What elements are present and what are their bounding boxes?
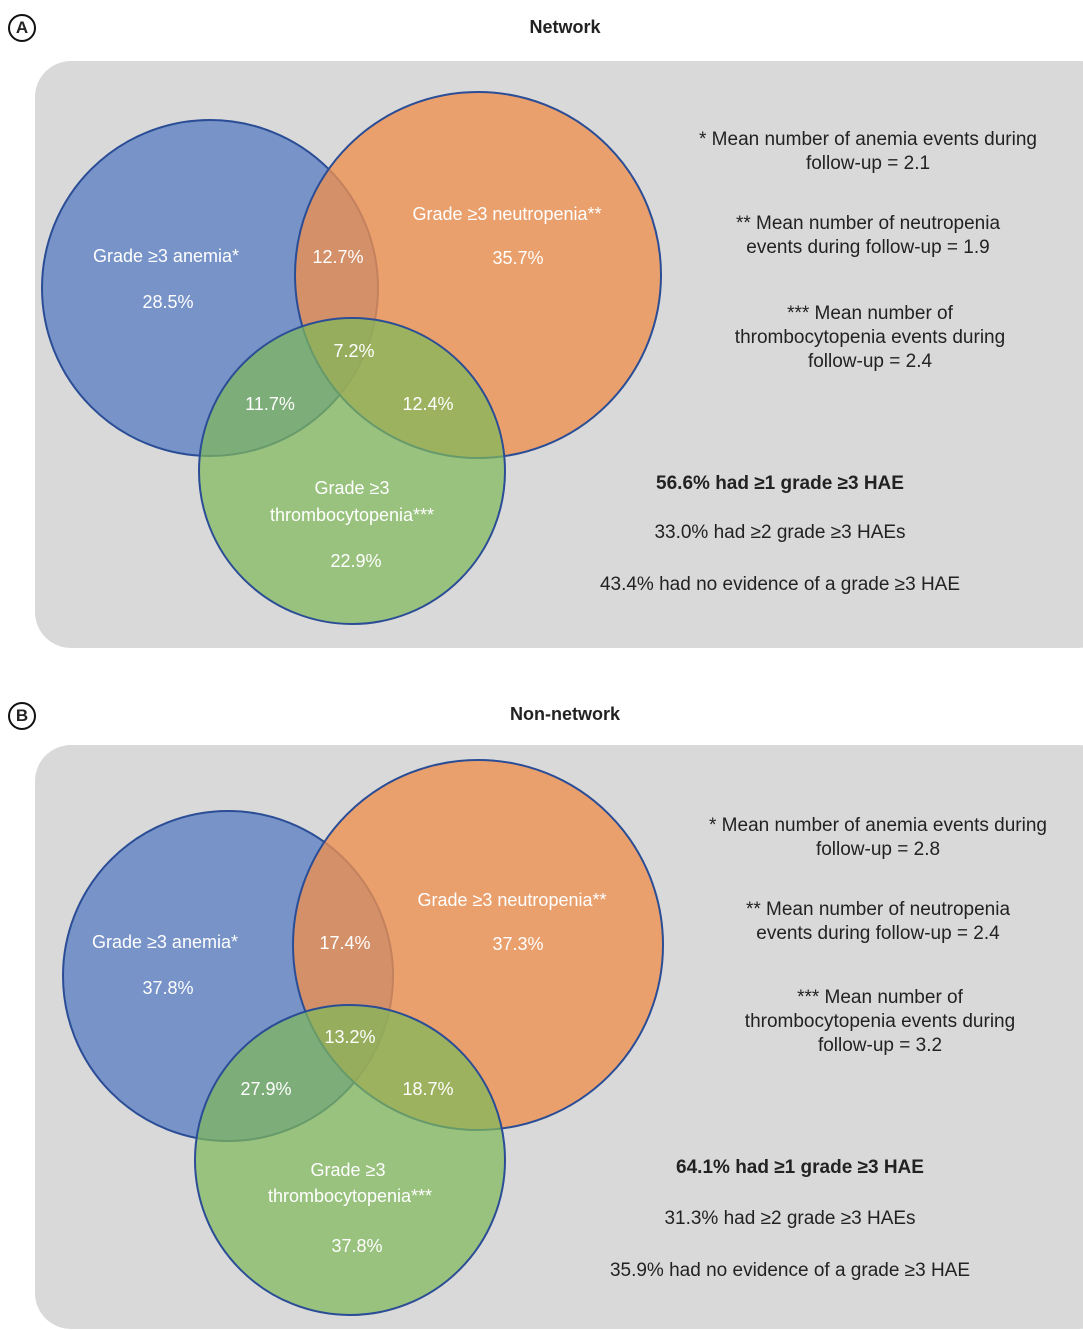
all-three-value: 13.2% (324, 1027, 375, 1047)
neutropenia-thrombo-value: 18.7% (402, 1079, 453, 1099)
summary-at-least-one: 64.1% had ≥1 grade ≥3 HAE (676, 1157, 924, 1178)
anemia-events-note: * Mean number of anemia events during fo… (709, 815, 1047, 860)
anemia-thrombo-value: 11.7% (245, 394, 295, 414)
thrombo-only-value: 37.8% (331, 1236, 382, 1256)
neutropenia-label: Grade ≥3 neutropenia** (412, 204, 601, 224)
thrombocytopenia-events-note: *** Mean number of thrombocytopenia even… (734, 303, 1006, 372)
summary-none: 43.4% had no evidence of a grade ≥3 HAE (599, 574, 961, 595)
thrombocytopenia-circle (194, 1004, 506, 1316)
summary-none: 35.9% had no evidence of a grade ≥3 HAE (609, 1260, 971, 1281)
anemia-label: Grade ≥3 anemia* (93, 246, 239, 266)
summary-at-least-two: 31.3% had ≥2 grade ≥3 HAEs (664, 1208, 916, 1229)
anemia-events-note: * Mean number of anemia events during fo… (699, 129, 1037, 174)
panel-b-title: Non-network (510, 704, 620, 724)
anemia-neutropenia-value: 17.4% (319, 933, 370, 953)
panel-letter-b: B (8, 702, 36, 730)
neutropenia-label: Grade ≥3 neutropenia** (417, 890, 606, 910)
anemia-thrombo-value: 27.9% (240, 1079, 291, 1099)
anemia-label: Grade ≥3 anemia* (92, 932, 238, 952)
thrombo-label-line1: Grade ≥3 (315, 478, 390, 498)
thrombocytopenia-events-note: *** Mean number of thrombocytopenia even… (744, 987, 1016, 1056)
panel-a-venn-diagram: Grade ≥3 anemia* 28.5% Grade ≥3 neutrope… (41, 91, 662, 625)
thrombo-label-line2: thrombocytopenia*** (268, 1186, 432, 1206)
anemia-neutropenia-value: 12.7% (312, 247, 363, 267)
neutropenia-only-value: 35.7% (492, 248, 543, 268)
neutropenia-events-note: ** Mean number of neutropenia events dur… (745, 899, 1011, 944)
neutropenia-thrombo-value: 12.4% (402, 394, 453, 414)
summary-at-least-two: 33.0% had ≥2 grade ≥3 HAEs (654, 522, 906, 543)
thrombocytopenia-circle (198, 317, 506, 625)
panel-letter-a: A (8, 14, 36, 42)
summary-at-least-one: 56.6% had ≥1 grade ≥3 HAE (656, 473, 904, 494)
thrombo-label-line2: thrombocytopenia*** (270, 505, 434, 525)
neutropenia-events-note: ** Mean number of neutropenia events dur… (735, 213, 1001, 258)
panel-b-venn-diagram: Grade ≥3 anemia* 37.8% Grade ≥3 neutrope… (62, 759, 664, 1316)
thrombo-label-line1: Grade ≥3 (311, 1160, 386, 1180)
neutropenia-only-value: 37.3% (492, 934, 543, 954)
anemia-only-value: 28.5% (142, 292, 193, 312)
all-three-value: 7.2% (333, 341, 374, 361)
thrombo-only-value: 22.9% (330, 551, 381, 571)
anemia-only-value: 37.8% (142, 978, 193, 998)
panel-a-title: Network (529, 17, 601, 37)
